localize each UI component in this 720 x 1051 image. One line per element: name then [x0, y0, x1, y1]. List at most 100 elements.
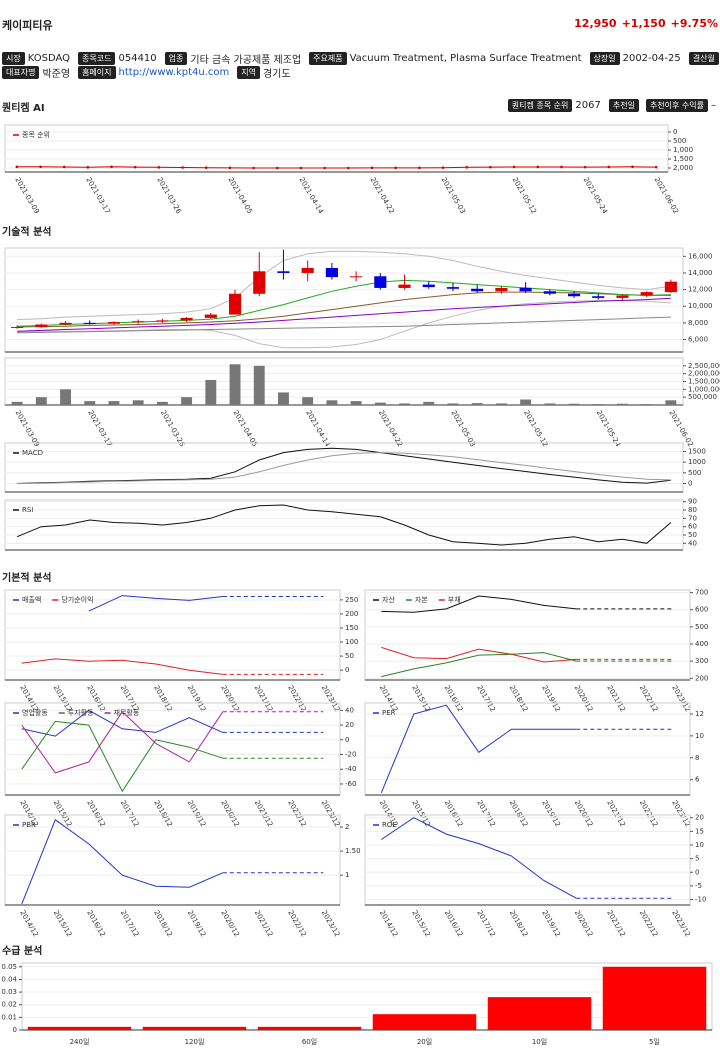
- y-tick-label: 500: [688, 469, 701, 477]
- info-value: 2002-04-25: [622, 53, 681, 64]
- bar: [181, 397, 193, 405]
- plot-frame: [4, 247, 684, 353]
- y-tick-label: -60: [345, 780, 356, 788]
- y-tick-label: 0: [688, 479, 692, 487]
- x-tick-label: 2019/12: [540, 909, 561, 938]
- bar: [229, 364, 241, 405]
- y-tick-label: 500: [695, 623, 708, 631]
- y-tick-label: 250: [345, 596, 358, 604]
- legend-label: RSI: [22, 506, 33, 514]
- price: 12,950: [574, 17, 617, 30]
- point: [512, 165, 516, 169]
- x-tick-label: 2018/12: [508, 799, 529, 828]
- y-tick-label: 300: [695, 657, 708, 665]
- x-tick-label: 2021/12: [253, 799, 274, 828]
- bar: [108, 401, 120, 405]
- plot-frame: [4, 814, 341, 906]
- bar: [302, 397, 314, 405]
- candle-body: [35, 324, 48, 328]
- legend-label: PER: [382, 709, 396, 717]
- info-value: 054410: [118, 53, 157, 64]
- x-tick-label: 2015/12: [410, 684, 431, 713]
- badge: 상장일: [589, 52, 620, 65]
- y-tick-label: 600: [695, 606, 708, 614]
- candle-body: [567, 293, 581, 297]
- x-tick-label: 2016/12: [85, 799, 106, 828]
- y-tick-label: 20: [695, 814, 704, 822]
- x-tick-label: 2018/12: [152, 909, 173, 938]
- y-tick-label: 0.01: [1, 1013, 17, 1021]
- point: [15, 165, 19, 169]
- candle-body: [180, 317, 193, 321]
- x-tick-label: 2016/12: [443, 909, 464, 938]
- bar: [132, 400, 144, 405]
- y-tick-label: 400: [695, 640, 708, 648]
- x-tick-label: 2022/12: [638, 799, 659, 828]
- x-tick-label: 240일: [70, 1037, 90, 1046]
- candle-body: [374, 276, 387, 288]
- y-tick-label: 0.03: [1, 988, 17, 996]
- x-tick-label: 2022/12: [286, 799, 307, 828]
- candle-body: [398, 284, 411, 288]
- badge: 추천일: [608, 99, 639, 112]
- point: [418, 166, 421, 170]
- legend-label: 당기순이익: [61, 595, 93, 604]
- y-tick-label: -10: [695, 896, 706, 904]
- legend-label: 매출액: [22, 595, 41, 604]
- y-tick-label: 1,000: [673, 146, 693, 154]
- y-tick-label: 12,000: [688, 286, 713, 294]
- badge: 업종: [164, 52, 188, 65]
- badge: 추천이후 수익률: [645, 99, 708, 112]
- x-tick-label: 2020/12: [573, 684, 594, 713]
- point: [489, 165, 492, 169]
- x-tick-label: 2019/12: [186, 799, 207, 828]
- candle-body: [325, 267, 338, 278]
- point: [631, 165, 634, 169]
- candle-body: [471, 288, 484, 292]
- candle-body: [664, 281, 677, 293]
- homepage-link[interactable]: http://www.kpt4u.com: [118, 67, 230, 78]
- point: [62, 165, 66, 169]
- point: [583, 165, 587, 169]
- bar: [602, 966, 707, 1030]
- y-tick-label: 40: [688, 539, 697, 547]
- bar: [447, 403, 459, 405]
- x-tick-label: 2020/12: [219, 909, 240, 938]
- y-tick-label: 1500: [688, 448, 706, 456]
- point: [394, 166, 397, 170]
- y-tick-label: 1,000,000: [688, 385, 720, 393]
- bar: [326, 400, 338, 405]
- series-line: [17, 447, 671, 484]
- y-tick-label: 150: [345, 624, 358, 632]
- series-line: [381, 595, 577, 613]
- x-tick-label: 2018/12: [508, 684, 529, 713]
- x-tick-label: 5일: [649, 1037, 660, 1046]
- point: [157, 166, 161, 169]
- x-tick-label: 2020/12: [219, 684, 240, 713]
- plot-frame: [364, 814, 691, 906]
- x-tick-label: 2023/12: [320, 684, 341, 713]
- point: [228, 166, 232, 170]
- y-tick-label: 60: [688, 523, 697, 531]
- change: +1,150: [621, 17, 666, 30]
- bar: [35, 397, 47, 405]
- badge: 종목코드: [78, 52, 116, 65]
- series-line: [21, 658, 223, 675]
- x-tick-label: 2018/12: [152, 684, 173, 713]
- bar: [156, 401, 168, 405]
- y-tick-label: 20: [345, 721, 354, 729]
- x-tick-label: 2015/12: [410, 909, 431, 938]
- price-box: 12,950 +1,150 +9.75%: [574, 17, 718, 30]
- candle-body: [156, 320, 169, 322]
- y-tick-label: 200: [695, 674, 708, 682]
- candle-body: [204, 314, 217, 318]
- info-value: Vacuum Treatment, Plasma Surface Treatme…: [349, 53, 582, 64]
- candle-body: [519, 287, 532, 292]
- x-tick-label: 2017/12: [475, 684, 496, 713]
- x-tick-label: 2020/12: [573, 909, 594, 938]
- y-tick-label: 0: [673, 128, 677, 136]
- x-tick-label: 10일: [532, 1037, 547, 1046]
- bar: [641, 404, 653, 405]
- point: [607, 165, 611, 169]
